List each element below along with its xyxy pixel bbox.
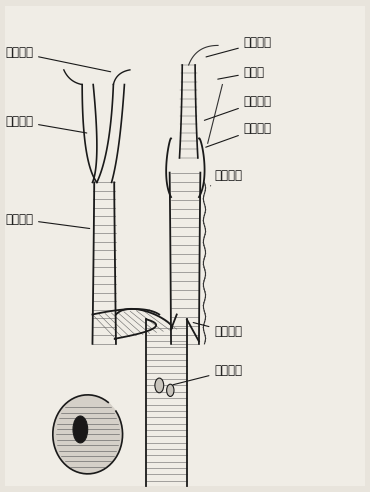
Polygon shape bbox=[5, 6, 365, 486]
Ellipse shape bbox=[166, 384, 174, 397]
Text: 舌咽神经: 舌咽神经 bbox=[206, 36, 272, 57]
Text: 颈外动脉: 颈外动脉 bbox=[5, 115, 87, 133]
Text: 迷走神经: 迷走神经 bbox=[211, 169, 242, 186]
Text: 颈内动脉: 颈内动脉 bbox=[5, 46, 111, 72]
Text: 主动脉弓: 主动脉弓 bbox=[193, 323, 242, 338]
Text: 窦神经: 窦神经 bbox=[218, 66, 265, 79]
Ellipse shape bbox=[155, 378, 164, 393]
Text: 主动脉体: 主动脉体 bbox=[173, 364, 242, 385]
Polygon shape bbox=[53, 395, 122, 474]
Text: 颈总动脉: 颈总动脉 bbox=[5, 213, 90, 228]
Text: 颈动脉体: 颈动脉体 bbox=[204, 95, 272, 121]
Ellipse shape bbox=[73, 416, 88, 443]
Text: 颈动脉窦: 颈动脉窦 bbox=[206, 122, 272, 147]
